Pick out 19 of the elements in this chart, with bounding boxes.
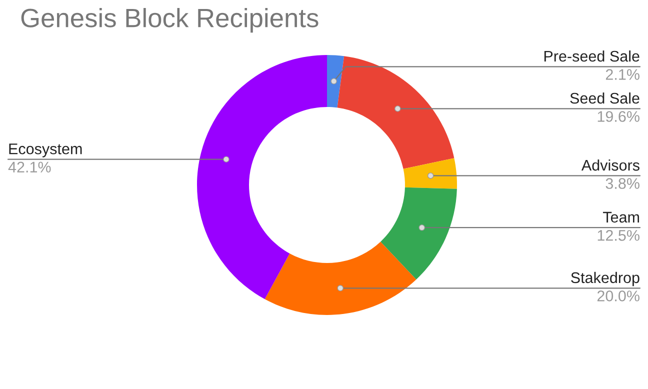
data-label: 3.8% — [606, 178, 640, 189]
donut-slice — [264, 242, 416, 315]
slice-label: Seed Sale — [570, 92, 640, 104]
donut-slice — [197, 55, 327, 300]
donut-slice — [380, 187, 457, 280]
data-label: 2.1% — [606, 69, 640, 80]
slice-label: Team — [602, 212, 639, 223]
data-label: 12.5% — [598, 230, 640, 241]
chart-title: Genesis Block Recipients — [21, 8, 318, 33]
slice-label: Pre-seed Sale — [544, 50, 640, 62]
slice-label: Advisors — [581, 159, 640, 171]
donut-slice — [403, 158, 457, 189]
slice-label: Ecosystem — [9, 144, 82, 158]
donut-slice — [327, 55, 344, 108]
donut-slice — [337, 56, 454, 169]
data-label: 20.0% — [597, 290, 640, 302]
slice-label: Stakedrop — [571, 272, 640, 286]
data-label: 19.6% — [598, 111, 640, 122]
data-label: 42.1% — [8, 162, 51, 172]
